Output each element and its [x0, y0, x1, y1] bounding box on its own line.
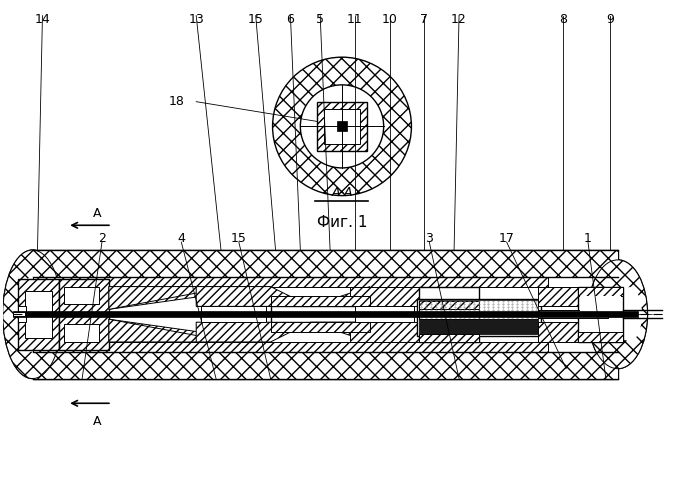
Text: 18: 18 — [168, 95, 184, 108]
Bar — [419, 302, 479, 310]
Bar — [417, 300, 541, 336]
Bar — [538, 322, 618, 342]
Bar — [580, 296, 620, 312]
Polygon shape — [109, 286, 271, 310]
Bar — [419, 319, 479, 342]
Text: 3: 3 — [425, 232, 433, 245]
Bar — [355, 306, 415, 322]
Bar — [271, 322, 370, 332]
Bar — [350, 322, 419, 342]
Bar — [60, 278, 109, 350]
Text: A: A — [93, 208, 101, 220]
Text: 13: 13 — [188, 12, 204, 26]
Bar — [13, 312, 637, 317]
Bar — [196, 322, 271, 342]
Bar — [337, 122, 347, 132]
Polygon shape — [196, 322, 311, 342]
Bar — [33, 342, 549, 352]
Bar — [33, 250, 618, 378]
Text: 10: 10 — [382, 12, 397, 26]
Text: A: A — [93, 415, 101, 428]
Bar — [196, 286, 271, 306]
Ellipse shape — [3, 250, 62, 378]
Bar — [538, 286, 618, 306]
Bar — [350, 286, 419, 306]
Text: 17: 17 — [499, 232, 514, 245]
Text: 11: 11 — [347, 12, 363, 26]
Ellipse shape — [588, 260, 648, 368]
Text: 1: 1 — [584, 232, 592, 245]
Ellipse shape — [617, 287, 642, 342]
Polygon shape — [311, 322, 370, 342]
Text: 4: 4 — [177, 232, 185, 245]
Bar — [271, 306, 370, 322]
Bar — [33, 250, 618, 276]
Text: А-А: А-А — [331, 186, 353, 198]
Bar — [324, 108, 360, 144]
Bar — [419, 300, 538, 319]
Text: Фиг. 1: Фиг. 1 — [317, 216, 367, 230]
Bar — [25, 316, 53, 338]
Bar — [33, 276, 549, 286]
Ellipse shape — [300, 85, 384, 168]
Bar — [578, 286, 622, 296]
Polygon shape — [311, 286, 370, 306]
Polygon shape — [109, 286, 231, 310]
Text: 12: 12 — [451, 12, 467, 26]
Bar — [317, 102, 367, 151]
Polygon shape — [196, 286, 311, 306]
Bar — [13, 312, 25, 316]
Ellipse shape — [18, 276, 47, 352]
Ellipse shape — [588, 260, 648, 368]
Polygon shape — [109, 319, 271, 342]
Bar — [18, 278, 60, 350]
Bar — [33, 352, 618, 378]
Text: 9: 9 — [606, 12, 614, 26]
Text: 14: 14 — [35, 12, 51, 26]
Bar — [25, 290, 53, 312]
Text: 7: 7 — [421, 12, 428, 26]
Bar — [201, 306, 265, 322]
Text: 8: 8 — [560, 12, 567, 26]
Bar — [578, 332, 622, 342]
Ellipse shape — [272, 57, 412, 196]
Bar — [64, 324, 99, 342]
Ellipse shape — [3, 250, 62, 378]
Bar — [419, 310, 479, 319]
Bar — [18, 306, 25, 322]
Text: 15: 15 — [231, 232, 247, 245]
Text: 2: 2 — [98, 232, 106, 245]
Bar — [578, 286, 622, 312]
Bar — [419, 319, 538, 334]
Bar — [419, 334, 479, 342]
Text: 15: 15 — [248, 12, 263, 26]
Text: 5: 5 — [316, 12, 324, 26]
Bar — [578, 316, 622, 342]
Text: 6: 6 — [287, 12, 294, 26]
Bar — [64, 286, 99, 304]
Polygon shape — [109, 319, 231, 342]
Bar — [419, 286, 479, 310]
Bar — [271, 296, 370, 306]
Bar — [538, 310, 608, 318]
